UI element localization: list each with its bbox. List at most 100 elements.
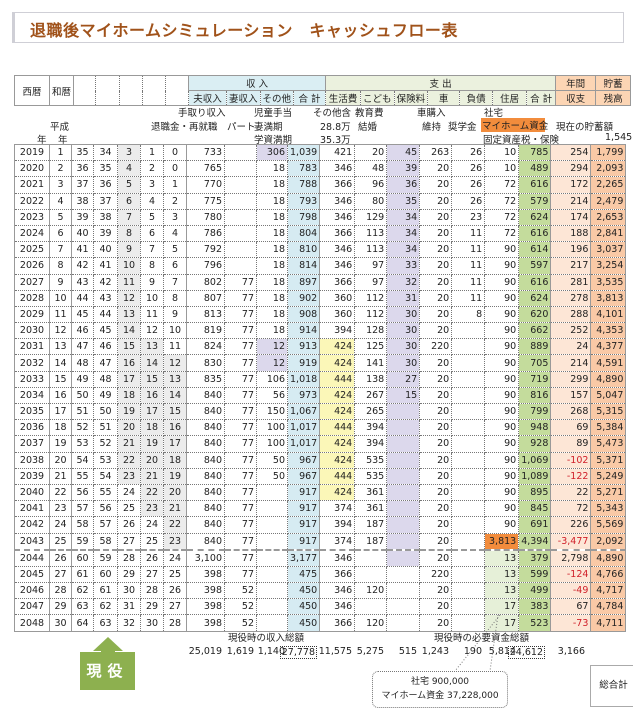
- cell-age-child3: 20: [163, 483, 187, 502]
- total-living: 11,575: [318, 646, 352, 657]
- cell-annual-balance: 196: [550, 241, 592, 259]
- cell-annual-balance: -124: [550, 565, 592, 584]
- header-housing: 住居: [492, 90, 528, 106]
- note-353: 35.3万: [320, 135, 351, 146]
- table-header: 西暦 和暦 収 入 支 出 年間 貯蓄 夫収入 妻収入 その他 合 計 生活費 …: [14, 75, 632, 106]
- header-car: 車: [427, 90, 461, 106]
- cell-housing: 17: [484, 598, 520, 616]
- total-expense: 24,612: [507, 646, 545, 659]
- cell-age-child1: 14: [117, 322, 141, 340]
- cell-expense-total: 785: [518, 143, 552, 162]
- cell-annual-balance: 217: [550, 257, 592, 275]
- cell-expense-total: 662: [518, 322, 552, 340]
- cell-age-child1: 19: [117, 402, 141, 421]
- cell-annual-balance: 294: [550, 160, 592, 178]
- cell-age-child1: 22: [117, 451, 141, 469]
- current-savings-value: 1,545: [605, 132, 633, 143]
- cell-income-total: 913: [286, 338, 321, 356]
- header-income: 収 入: [188, 75, 327, 91]
- cell-savings: 2,653: [590, 208, 627, 226]
- cell-insurance: 34: [386, 208, 421, 226]
- cell-savings: 3,535: [590, 273, 627, 291]
- note-year: 年: [37, 135, 47, 146]
- cell-age-child3: 15: [163, 402, 187, 421]
- cell-wareki: 25: [49, 532, 72, 551]
- up-arrow-icon: [93, 637, 123, 651]
- cell-savings: 5,047: [590, 386, 627, 405]
- cell-savings: 4,717: [590, 582, 627, 600]
- cell-income-total: 3,177: [286, 549, 321, 567]
- header-seireki: 西暦: [14, 75, 50, 106]
- cell-age-child1: 13: [117, 305, 141, 324]
- cell-annual-balance: -73: [550, 614, 592, 632]
- cell-annual-balance: 157: [550, 386, 592, 405]
- cell-living-cost: 424: [319, 451, 356, 469]
- total-debt: 190: [463, 646, 482, 657]
- table-row: 2048 30 64 63 32 30 28 398 52 450 366 120 20 17 523 -73…: [14, 614, 627, 632]
- title-frame: [12, 12, 624, 43]
- cell-age-child1: 12: [117, 289, 141, 307]
- table-row: 2031 13 47 46 15 13 11 824 77 12 913 424 125 30 220 90 8…: [14, 338, 627, 356]
- cell-expense-total: 928: [518, 435, 552, 453]
- note-education: 教育費: [355, 108, 384, 119]
- total-insurance: 515: [398, 646, 417, 657]
- page-title: 退職後マイホームシミュレーション キャッシュフロー表: [30, 21, 458, 40]
- cell-age-child2: 17: [140, 402, 164, 421]
- header-blank: [95, 75, 121, 106]
- cell-other-income: 12: [256, 338, 288, 356]
- cell-savings: 5,249: [590, 467, 627, 485]
- header-wife-income: 妻収入: [226, 90, 261, 106]
- cell-age-child1: 4: [117, 160, 141, 178]
- cell-annual-balance: 188: [550, 224, 592, 243]
- table-row: 2021 3 37 36 5 3 1 770 18 788 366 96 36 20 26 72 616 172 2…: [14, 176, 627, 194]
- cell-annual-balance: 226: [550, 516, 592, 534]
- cell-housing: 17: [484, 614, 520, 632]
- cell-age-child1: 18: [117, 386, 141, 405]
- note-part-time: パート: [227, 122, 256, 133]
- table-row: 2029 11 45 44 13 11 9 813 77 18 908 360 112 30 20 8 90 62…: [14, 305, 627, 324]
- table-row: 2039 21 55 54 23 21 19 840 77 50 967 444 535 20 90 1,08…: [14, 467, 627, 485]
- cell-annual-balance: 214: [550, 192, 592, 210]
- cashflow-table: 2019 1 35 34 3 1 0 733 306 1,039 421 20 45 263 26 10 785…: [14, 143, 627, 632]
- cell-annual-balance: 24: [550, 338, 592, 356]
- cell-income-total: 973: [286, 386, 321, 405]
- cell-savings: 4,353: [590, 322, 627, 340]
- cell-age-wife: 63: [93, 614, 118, 632]
- cell-age-child2: 14: [140, 354, 164, 372]
- cell-annual-balance: 278: [550, 289, 592, 307]
- header-savings-2: 残高: [595, 90, 632, 106]
- cell-age-child3: 17: [163, 435, 187, 453]
- cell-savings: 4,101: [590, 305, 627, 324]
- header-insurance: 保険料: [393, 90, 429, 106]
- cell-living-cost: 394: [319, 516, 356, 534]
- note-wife-maturity: 妻満期: [254, 122, 283, 133]
- note-child-allowance: 児童手当: [254, 108, 293, 119]
- callout-myhome-fund: マイホーム資金 37,228,000: [381, 691, 499, 701]
- cell-insurance: 36: [386, 176, 421, 194]
- table-row: 2027 9 43 42 11 9 7 802 77 18 897 366 97 32 20 11 90 616 2…: [14, 273, 627, 291]
- header-husband-income: 夫収入: [188, 90, 228, 106]
- cell-age-child2: 25: [140, 532, 164, 551]
- table-row: 2047 29 63 62 31 29 27 398 52 450 346 20 17 383 67 4,78…: [14, 598, 627, 616]
- table-row: 2038 20 54 53 22 20 18 840 77 50 967 424 535 20 90 1,06…: [14, 451, 627, 469]
- note-maintenance: 維持: [422, 122, 442, 133]
- cell-insurance: [386, 500, 421, 518]
- cell-savings: 4,591: [590, 354, 627, 372]
- cell-age-child3: 21: [163, 500, 187, 518]
- cell-income-total: 1,067: [286, 402, 321, 421]
- header-expense-total: 合 計: [526, 90, 557, 106]
- active-working-label: 現役: [80, 652, 135, 690]
- cell-expense-total: 597: [518, 257, 552, 275]
- note-heisei: 平成: [50, 122, 70, 133]
- note-other-included: その他含: [313, 108, 352, 119]
- cell-age-child3: 19: [163, 467, 187, 485]
- cell-annual-balance: 281: [550, 273, 592, 291]
- cell-income-total: 917: [286, 516, 321, 534]
- header-balance-2: 収支: [555, 90, 597, 106]
- table-row: 2024 6 40 39 8 6 4 786 18 804 366 113 34 20 11 72 616 188…: [14, 224, 627, 243]
- cell-savings: 5,473: [590, 435, 627, 453]
- cell-insurance: 39: [386, 160, 421, 178]
- cell-living-cost: 424: [319, 483, 356, 502]
- cell-income-total: 917: [286, 532, 321, 551]
